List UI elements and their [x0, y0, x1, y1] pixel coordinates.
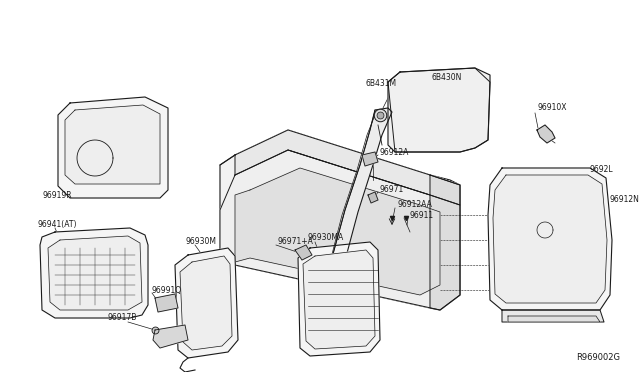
- Polygon shape: [153, 325, 188, 348]
- Polygon shape: [362, 152, 378, 166]
- Polygon shape: [368, 192, 378, 203]
- Text: R969002G: R969002G: [576, 353, 620, 362]
- Text: 96991Q: 96991Q: [152, 285, 182, 295]
- Polygon shape: [40, 228, 148, 318]
- Polygon shape: [493, 175, 607, 303]
- Text: 9692L: 9692L: [590, 166, 614, 174]
- Polygon shape: [298, 242, 380, 356]
- Text: 96910X: 96910X: [537, 103, 566, 112]
- Text: 96971+A: 96971+A: [278, 237, 314, 247]
- Polygon shape: [175, 248, 238, 358]
- Polygon shape: [388, 68, 490, 152]
- Polygon shape: [310, 108, 392, 330]
- Polygon shape: [303, 250, 375, 349]
- Text: 96941(AT): 96941(AT): [38, 221, 77, 230]
- Polygon shape: [220, 150, 460, 310]
- Text: 96930M: 96930M: [185, 237, 216, 247]
- Text: 96911: 96911: [410, 211, 434, 219]
- Polygon shape: [220, 130, 460, 310]
- Polygon shape: [488, 168, 612, 310]
- Polygon shape: [235, 130, 460, 205]
- Text: 96971: 96971: [380, 186, 404, 195]
- Polygon shape: [430, 175, 460, 310]
- Polygon shape: [65, 105, 160, 184]
- Text: 96912A: 96912A: [380, 148, 410, 157]
- Text: 6B430N: 6B430N: [432, 74, 462, 83]
- Text: 96930MA: 96930MA: [308, 234, 344, 243]
- Text: 96919R: 96919R: [42, 190, 72, 199]
- Text: 96912N: 96912N: [610, 196, 640, 205]
- Text: 6B431M: 6B431M: [365, 78, 396, 87]
- Polygon shape: [502, 310, 604, 322]
- Polygon shape: [537, 125, 555, 143]
- Polygon shape: [180, 256, 232, 350]
- Polygon shape: [58, 97, 168, 198]
- Polygon shape: [388, 68, 490, 152]
- Polygon shape: [235, 168, 440, 295]
- Polygon shape: [508, 316, 600, 322]
- Polygon shape: [48, 236, 142, 310]
- Text: 96912AA: 96912AA: [398, 201, 433, 209]
- Text: 96917B: 96917B: [108, 314, 138, 323]
- Polygon shape: [155, 294, 178, 312]
- Polygon shape: [295, 245, 312, 260]
